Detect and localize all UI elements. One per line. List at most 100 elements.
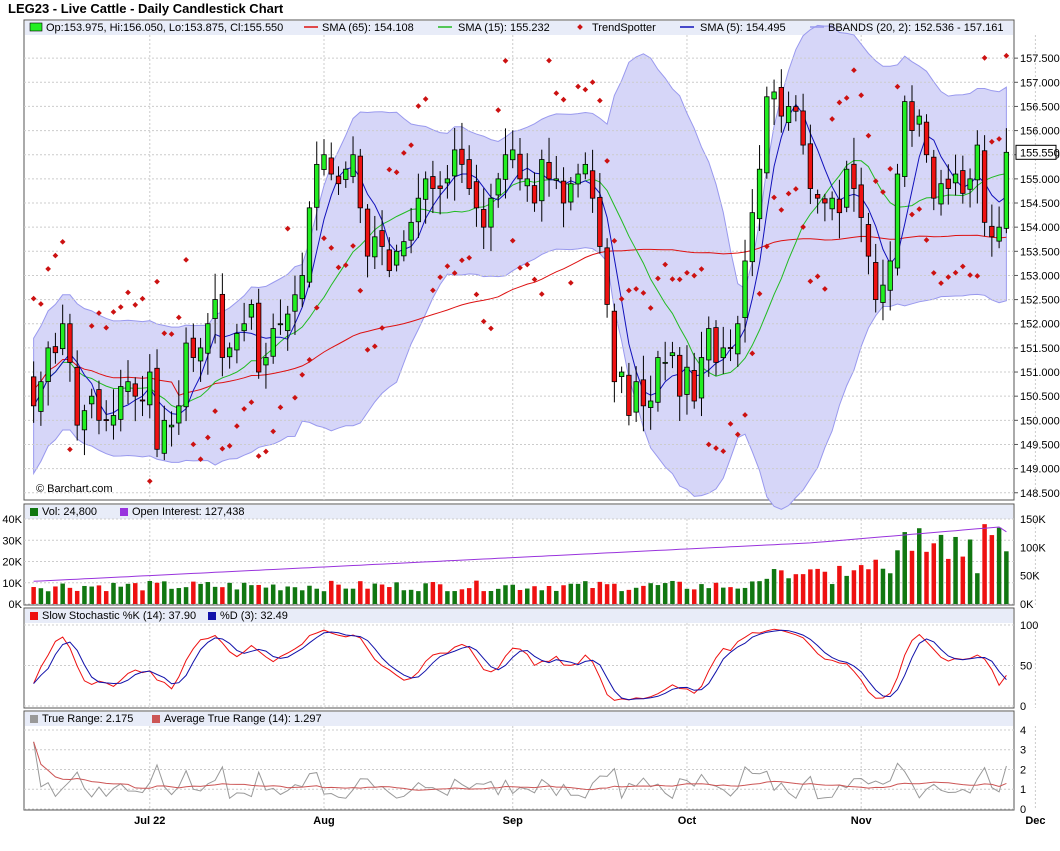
candle-body — [916, 115, 922, 125]
volume-bar — [917, 528, 922, 604]
candle-body — [161, 419, 167, 454]
trendspotter-dot — [263, 448, 269, 455]
trendspotter-dot — [342, 262, 349, 268]
tr-tick: 1 — [1020, 784, 1026, 796]
volume-bar — [677, 581, 682, 604]
candle-body — [844, 168, 850, 208]
candle-body — [524, 178, 530, 187]
candle — [677, 347, 683, 422]
legend-bar-tr — [25, 712, 1013, 726]
candle — [422, 171, 429, 224]
volume-bar — [103, 591, 109, 604]
vol-left-tick: 0K — [9, 599, 23, 611]
candle-body — [618, 371, 625, 378]
volume-bar — [728, 587, 733, 604]
candle-body — [205, 323, 211, 354]
candle-body — [393, 250, 400, 266]
volume-bar — [169, 588, 174, 604]
candle — [219, 273, 226, 377]
candle — [372, 215, 378, 270]
candle — [568, 177, 574, 211]
candle — [626, 362, 632, 426]
legend-swatch-k — [30, 612, 38, 620]
oi-right-tick: 50K — [1020, 571, 1040, 583]
trendspotter-dot — [386, 166, 393, 173]
candle — [560, 167, 567, 228]
open-interest-line — [33, 526, 1007, 582]
trendspotter-dot — [836, 99, 843, 106]
y-tick-label: 152.500 — [1020, 295, 1060, 307]
candle — [52, 332, 59, 364]
trendspotter-dot — [981, 55, 988, 61]
candle — [74, 350, 80, 441]
candle-body — [575, 173, 581, 185]
stoch-d-line — [33, 629, 1007, 701]
volume-bar — [1004, 551, 1009, 604]
volume-bar — [408, 589, 414, 604]
trendspotter-dot — [473, 291, 480, 298]
stoch-tick: 100 — [1020, 620, 1038, 632]
candle — [575, 163, 581, 198]
candle — [364, 204, 371, 278]
trendspotter-dot — [379, 325, 385, 331]
trendspotter-dot — [531, 276, 538, 283]
candle — [902, 95, 908, 187]
volume-bar — [851, 570, 857, 604]
candle — [437, 171, 443, 215]
volume-bar — [227, 582, 232, 604]
trendspotter-dot — [713, 445, 719, 451]
candle — [771, 79, 777, 125]
candle — [858, 167, 864, 243]
legend-stoch-d: %D (3): 32.49 — [220, 610, 288, 622]
volume-bar — [975, 573, 980, 604]
candle-body — [285, 313, 291, 332]
candle — [125, 360, 131, 405]
trendspotter-dot — [241, 406, 247, 412]
trendspotter-dot — [67, 446, 73, 453]
volume-bar — [996, 527, 1002, 604]
volume-bar — [118, 586, 123, 604]
candle — [785, 91, 792, 131]
trendspotter-dot — [139, 295, 146, 302]
volume-bar — [822, 571, 828, 604]
trendspotter-dot — [96, 310, 102, 316]
candle — [720, 326, 726, 374]
candle-body — [103, 419, 109, 421]
volume-bar — [931, 543, 937, 604]
candle-body — [96, 389, 102, 421]
volume-bar — [82, 585, 87, 604]
candle — [597, 173, 603, 254]
candle-body — [401, 241, 407, 257]
volume-bar — [525, 588, 530, 604]
legend-swatch-ohlc — [29, 22, 43, 32]
candle-body — [662, 361, 668, 364]
candle-body — [234, 332, 240, 351]
candle — [314, 141, 320, 231]
volume-bar — [880, 568, 886, 604]
volume-bar — [96, 585, 102, 604]
x-tick-label: Oct — [678, 815, 697, 827]
trendspotter-dot — [125, 289, 131, 296]
candle-body — [902, 101, 908, 177]
candle-body — [306, 207, 313, 283]
candle-body — [386, 249, 392, 272]
volume-bar — [887, 573, 893, 604]
trendspotter-dot — [422, 96, 429, 102]
candle-body — [422, 178, 429, 200]
candle — [735, 315, 741, 367]
candle-body — [582, 163, 588, 175]
volume-bar — [612, 583, 617, 604]
candle — [669, 341, 676, 369]
candle-body — [321, 154, 327, 170]
candle-body — [996, 226, 1002, 242]
candle — [481, 188, 487, 249]
volume-bar — [445, 591, 450, 604]
y-tick-label: 155.000 — [1020, 174, 1060, 186]
candle-body — [372, 236, 378, 258]
volume-bar — [757, 581, 762, 604]
candle — [756, 145, 763, 231]
candle-body — [30, 376, 37, 407]
volume-bar — [401, 590, 407, 604]
candle-body — [880, 284, 886, 303]
trendspotter-dot — [444, 263, 451, 270]
